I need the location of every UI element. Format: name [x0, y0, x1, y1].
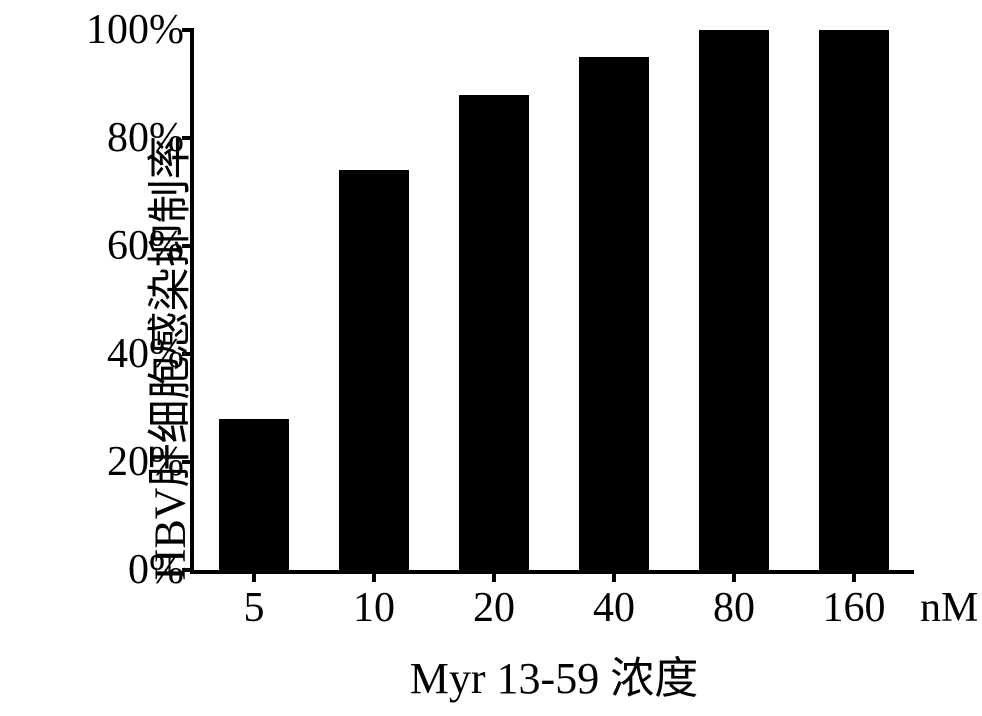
x-tick — [732, 570, 736, 582]
x-tick-label: 80 — [713, 584, 755, 632]
plot-area: 0% 20% 40% 60% 80% 100% nM Myr 13-59 浓度 … — [190, 30, 914, 574]
y-tick-label: 20% — [107, 438, 184, 486]
bar — [699, 30, 769, 570]
x-tick-label: 5 — [244, 584, 265, 632]
y-tick-label: 60% — [107, 222, 184, 270]
bar — [339, 170, 409, 570]
chart-wrapper: HBV肝细胞感染抑制率 0% 20% 40% 60% 80% 100% nM M… — [0, 0, 982, 716]
bar — [459, 95, 529, 570]
y-tick-label: 100% — [86, 6, 184, 54]
x-tick — [492, 570, 496, 582]
x-tick — [372, 570, 376, 582]
x-tick-label: 10 — [353, 584, 395, 632]
x-tick-label: 20 — [473, 584, 515, 632]
x-axis-title: Myr 13-59 浓度 — [410, 642, 698, 706]
x-tick-label: 40 — [593, 584, 635, 632]
x-tick — [612, 570, 616, 582]
x-tick — [852, 570, 856, 582]
bar — [579, 57, 649, 570]
x-tick-label: 160 — [823, 584, 886, 632]
y-tick-label: 80% — [107, 114, 184, 162]
x-tick — [252, 570, 256, 582]
bar — [819, 30, 889, 570]
bar — [219, 419, 289, 570]
y-tick-label: 0% — [128, 546, 184, 594]
x-axis-unit: nM — [920, 584, 978, 632]
y-tick-label: 40% — [107, 330, 184, 378]
